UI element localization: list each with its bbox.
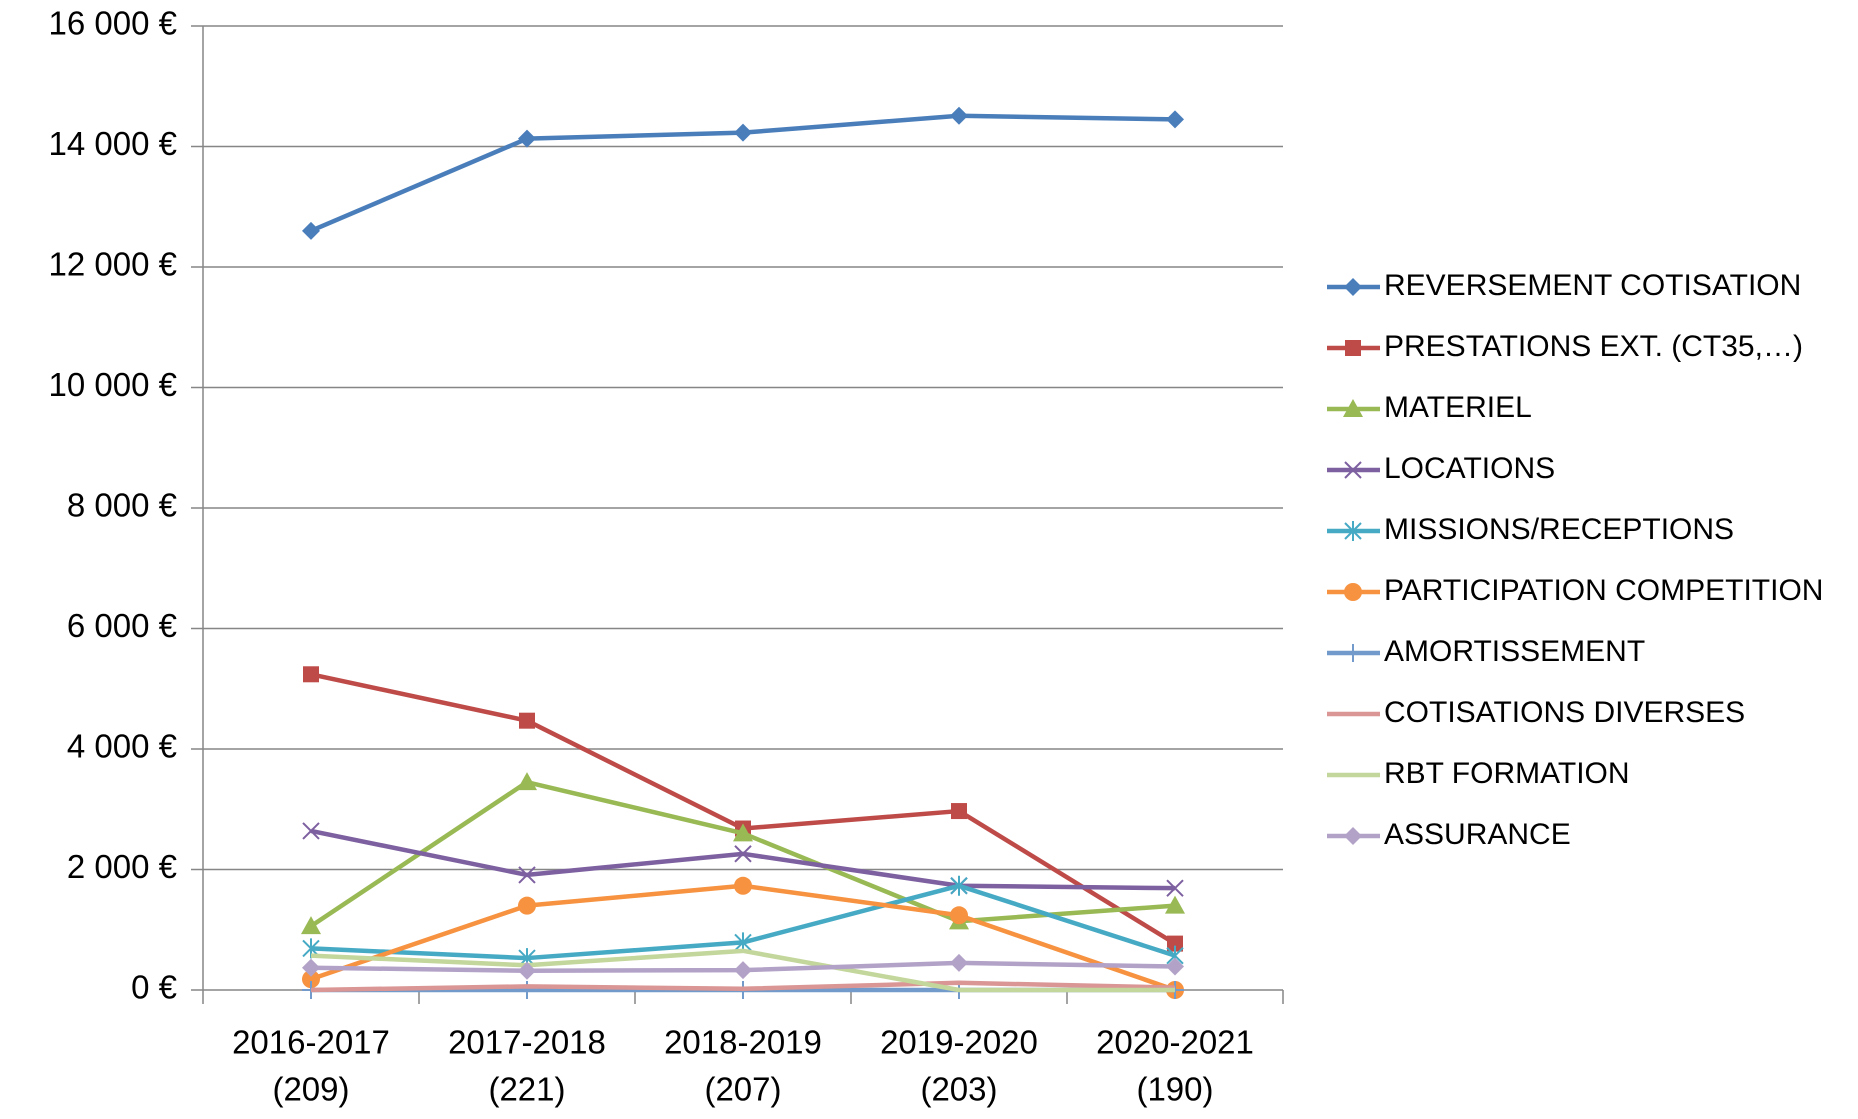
marker <box>950 953 968 972</box>
x-tick-label: (209) <box>272 1071 349 1108</box>
marker <box>519 712 535 729</box>
legend-label: ASSURANCE <box>1384 818 1571 851</box>
legend-label: RBT FORMATION <box>1384 757 1630 790</box>
marker <box>950 906 968 925</box>
marker <box>302 822 320 840</box>
marker <box>734 845 752 863</box>
y-tick-label: 0 € <box>131 969 177 1006</box>
marker <box>518 129 536 148</box>
marker <box>1344 461 1362 479</box>
x-tick-label: 2018-2019 <box>664 1024 822 1061</box>
marker <box>951 803 967 820</box>
marker <box>1344 278 1362 296</box>
legend-label: MATERIEL <box>1384 391 1532 424</box>
marker <box>1167 935 1183 952</box>
legend-label: AMORTISSEMENT <box>1384 635 1645 668</box>
marker <box>1343 399 1363 417</box>
legend-label: PARTICIPATION COMPETITION <box>1384 574 1823 607</box>
marker <box>733 823 753 842</box>
marker <box>1166 879 1184 897</box>
marker <box>1344 521 1362 541</box>
legend-label: PRESTATIONS EXT. (CT35,…) <box>1384 330 1803 363</box>
marker <box>302 970 320 989</box>
y-tick-label: 6 000 € <box>67 607 177 644</box>
x-tick-label: (190) <box>1136 1071 1213 1108</box>
marker <box>518 981 536 999</box>
marker <box>1344 583 1362 601</box>
y-tick-label: 8 000 € <box>67 487 177 524</box>
marker <box>950 875 968 896</box>
marker <box>302 221 320 240</box>
x-tick-label: 2016-2017 <box>232 1024 390 1061</box>
y-tick-label: 12 000 € <box>49 246 177 283</box>
marker <box>1344 644 1362 662</box>
marker <box>950 106 968 125</box>
y-tick-label: 14 000 € <box>49 125 177 162</box>
marker <box>1344 827 1362 845</box>
marker <box>517 772 537 791</box>
y-tick-label: 2 000 € <box>67 848 177 885</box>
series-line <box>310 948 1175 993</box>
marker <box>301 916 321 935</box>
marker <box>303 666 319 683</box>
x-tick-label: 2019-2020 <box>880 1024 1038 1061</box>
marker <box>734 876 752 895</box>
marker <box>734 123 752 142</box>
marker <box>1165 895 1185 914</box>
y-tick-label: 4 000 € <box>67 728 177 765</box>
marker <box>1345 340 1361 356</box>
marker <box>1166 110 1184 129</box>
series-line <box>310 672 1177 946</box>
marker <box>1166 957 1184 976</box>
x-tick-label: 2017-2018 <box>448 1024 606 1061</box>
marker <box>518 961 536 980</box>
legend-label: REVERSEMENT COTISATION <box>1384 269 1801 302</box>
marker <box>734 961 752 980</box>
x-tick-label: (221) <box>488 1071 565 1108</box>
legend-label: COTISATIONS DIVERSES <box>1384 696 1745 729</box>
legend-label: LOCATIONS <box>1384 452 1555 485</box>
legend-label: MISSIONS/RECEPTIONS <box>1384 513 1734 546</box>
x-tick-label: 2020-2021 <box>1096 1024 1254 1061</box>
marker <box>302 958 320 977</box>
y-tick-label: 10 000 € <box>49 366 177 403</box>
marker <box>518 896 536 915</box>
x-tick-label: (203) <box>920 1071 997 1108</box>
x-tick-label: (207) <box>704 1071 781 1108</box>
y-tick-label: 16 000 € <box>49 5 177 42</box>
marker <box>518 866 536 884</box>
series-line <box>310 980 1176 993</box>
